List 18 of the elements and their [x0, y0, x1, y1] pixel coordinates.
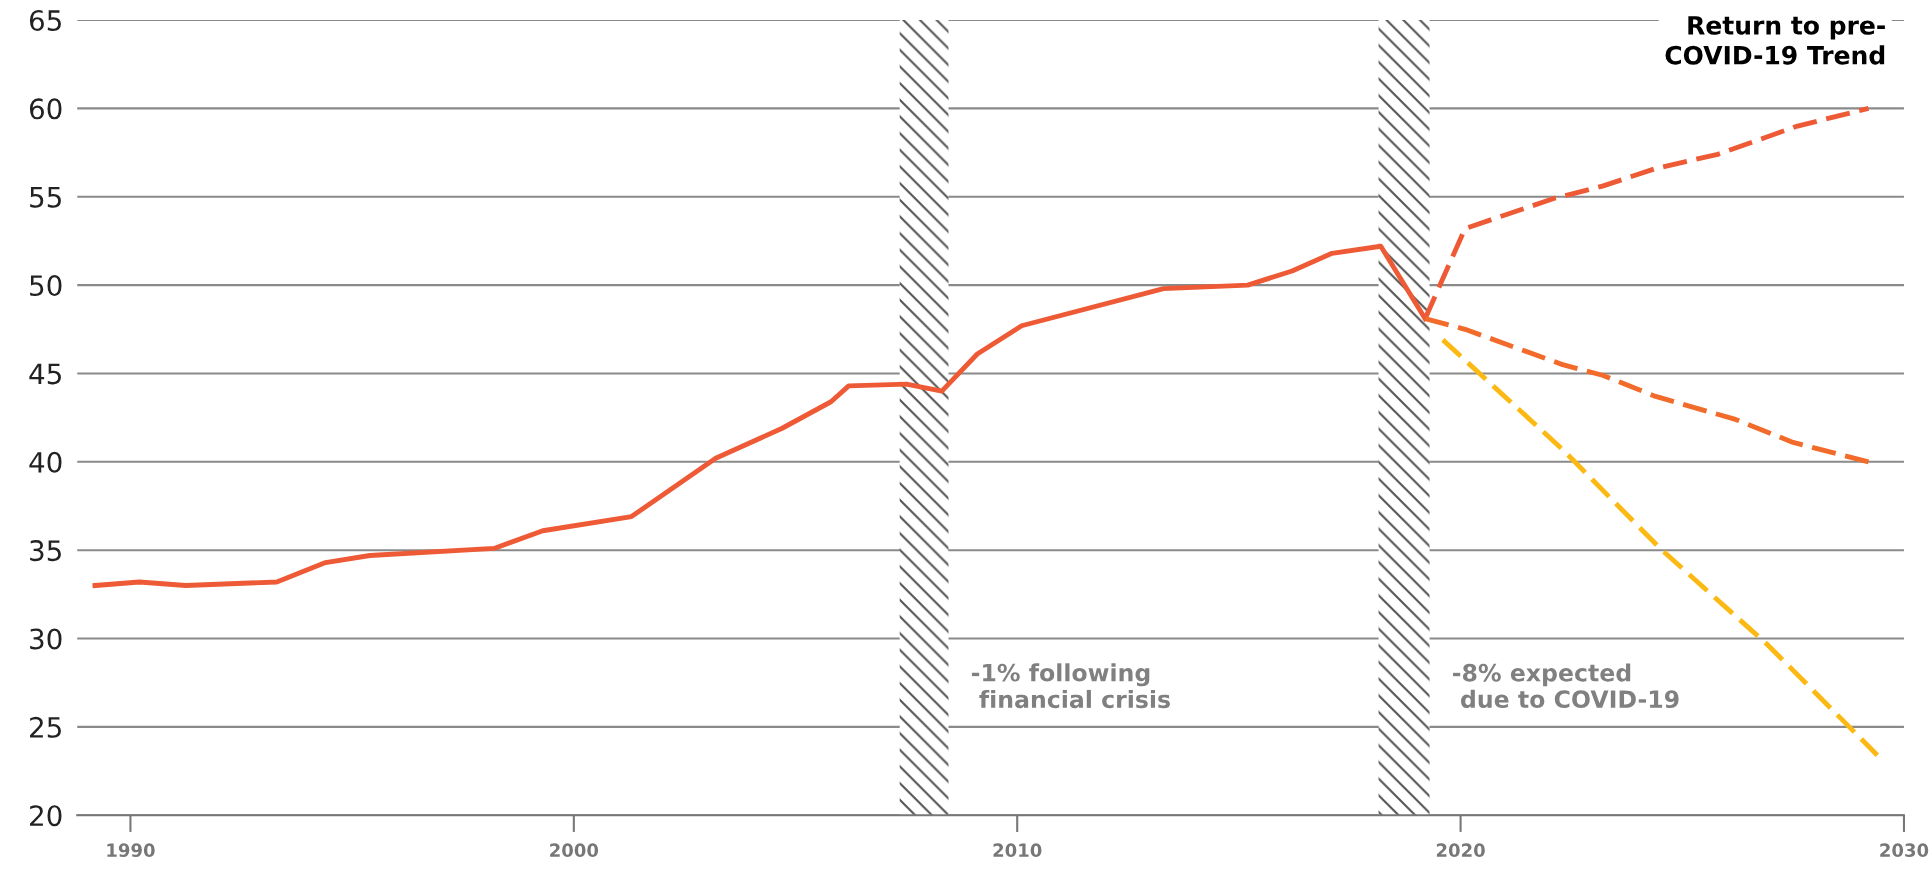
y-tick-label: 20 — [30, 805, 62, 827]
x-tick-label: 2000 — [550, 843, 599, 858]
y-tick-label: 50 — [30, 275, 62, 297]
y-tick-label: 60 — [29, 98, 62, 120]
band-label: -8% expected due to COVID-19 — [1453, 663, 1679, 709]
y-tick-label: 35 — [30, 540, 61, 562]
band-label: -1% following financial crisis — [971, 663, 1170, 709]
y-tick-label: 65 — [29, 9, 61, 31]
y-tick-label: 25 — [30, 716, 61, 738]
x-tick-label: 2020 — [1436, 843, 1485, 858]
x-tick-label: 2010 — [993, 843, 1042, 858]
y-tick-label: 40 — [29, 451, 62, 473]
y-tick-label: 45 — [29, 363, 61, 385]
series-label: Return to pre- COVID-19 Trend — [1665, 16, 1885, 65]
y-tick-label: 30 — [30, 628, 62, 650]
x-tick-label: 1990 — [107, 843, 155, 858]
y-tick-label: 55 — [30, 187, 61, 208]
x-tick-label: 2030 — [1880, 843, 1929, 858]
